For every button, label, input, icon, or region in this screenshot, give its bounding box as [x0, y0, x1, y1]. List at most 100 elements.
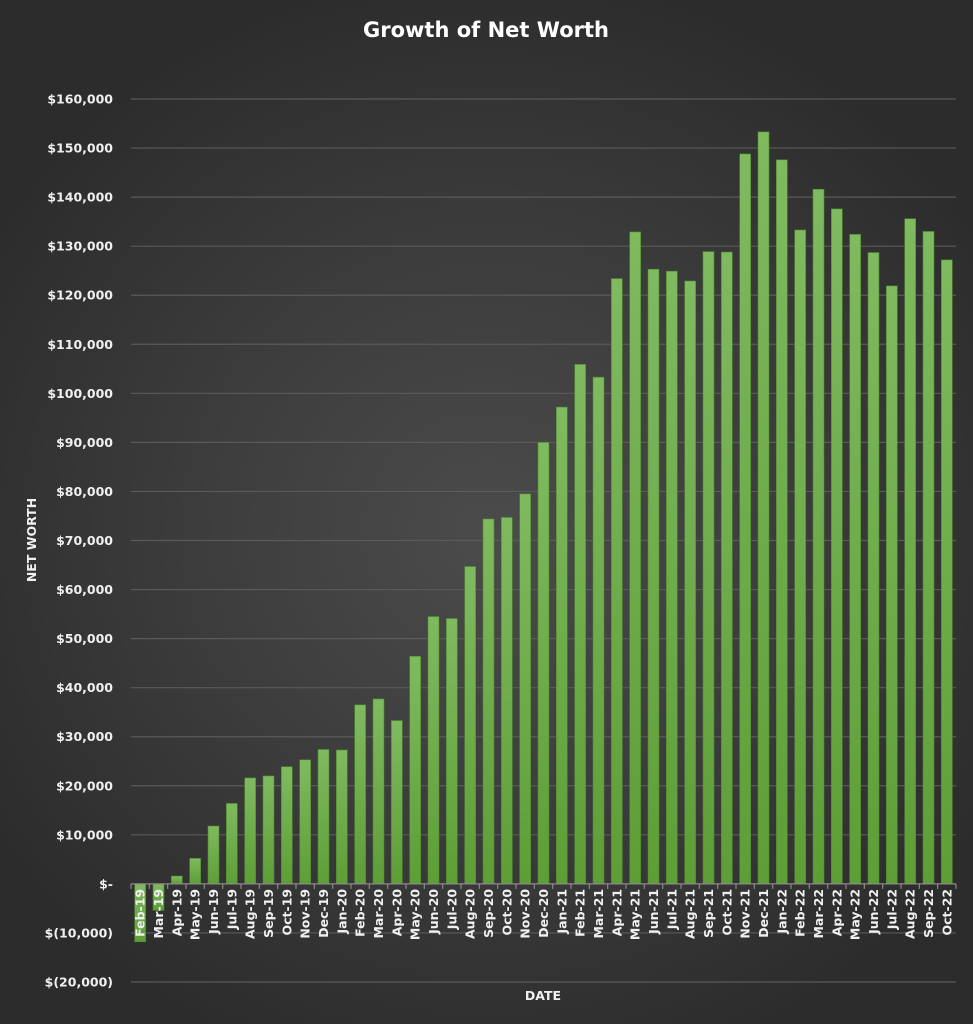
x-tick-label: Jul-22 — [884, 889, 899, 930]
bar-jan-20 — [336, 749, 348, 885]
x-tick-label: Dec-19 — [316, 889, 331, 938]
x-tick-label: Jan-20 — [334, 889, 349, 935]
bar-aug-22 — [904, 218, 916, 885]
bar-jun-22 — [867, 252, 880, 885]
bar-jan-21 — [556, 406, 568, 885]
y-tick-label: $20,000 — [56, 778, 113, 793]
x-tick-label: Apr-19 — [169, 889, 184, 936]
x-axis-title: DATE — [525, 988, 561, 1003]
bar-jan-22 — [776, 159, 788, 885]
x-tick-label: Apr-22 — [829, 889, 844, 936]
y-tick-label: $100,000 — [47, 386, 113, 401]
bar-jun-21 — [647, 268, 660, 885]
x-tick-label: Mar-20 — [371, 889, 386, 939]
x-tick-label: Mar-21 — [591, 889, 606, 939]
y-tick-label: $(10,000) — [45, 925, 113, 940]
bar-may-21 — [629, 231, 641, 885]
bar-oct-20 — [501, 517, 513, 885]
chart-title: Growth of Net Worth — [363, 18, 609, 42]
x-tick-label: May-19 — [188, 889, 203, 940]
y-tick-label: $60,000 — [56, 582, 113, 597]
y-tick-label: $120,000 — [47, 288, 113, 303]
y-axis-tick-labels: $(20,000) $(10,000) $- $10,000 $20,000 $30,00… — [45, 92, 114, 990]
x-tick-label: Mar-22 — [811, 889, 826, 939]
x-tick-label: Jan-21 — [554, 889, 569, 935]
x-tick-label: Jul-20 — [444, 889, 459, 931]
x-tick-label: Jul-19 — [224, 889, 239, 930]
x-tick-label: Jun-21 — [646, 889, 661, 935]
bar-sep-22 — [922, 231, 935, 885]
x-tick-label: Oct-22 — [939, 889, 954, 936]
x-tick-label: Jul-21 — [664, 889, 679, 930]
bar-feb-21 — [574, 364, 586, 885]
bar-nov-21 — [739, 153, 751, 885]
bar-aug-20 — [464, 566, 476, 885]
x-tick-label: Apr-20 — [389, 889, 404, 937]
y-tick-label: $50,000 — [56, 631, 113, 646]
bar-jul-19 — [226, 803, 238, 885]
bar-sep-20 — [482, 518, 495, 885]
y-tick-label: $70,000 — [56, 533, 113, 548]
bar-may-20 — [409, 655, 421, 885]
x-tick-label: Nov-20 — [518, 889, 533, 939]
bars — [134, 131, 953, 943]
x-tick-label: Feb-20 — [353, 889, 368, 937]
x-axis — [130, 883, 957, 889]
y-tick-label: $90,000 — [56, 435, 113, 450]
y-tick-label: $(20,000) — [45, 975, 113, 990]
bar-sep-21 — [702, 251, 715, 885]
x-tick-label: Oct-19 — [279, 889, 294, 936]
y-tick-label: $- — [99, 876, 113, 891]
x-tick-label: Jun-22 — [866, 889, 881, 935]
x-tick-label: Aug-22 — [903, 889, 918, 939]
bar-nov-20 — [519, 493, 531, 885]
bar-dec-21 — [757, 131, 770, 885]
bar-jun-19 — [207, 825, 220, 885]
x-tick-label: Oct-20 — [499, 889, 514, 936]
x-tick-label: Aug-21 — [683, 889, 698, 939]
x-tick-label: May-21 — [628, 889, 643, 940]
bar-may-19 — [189, 858, 201, 885]
x-tick-label: Feb-22 — [793, 889, 808, 937]
x-tick-label: Dec-21 — [756, 889, 771, 938]
bar-nov-19 — [299, 759, 311, 885]
bar-aug-19 — [244, 777, 256, 885]
bar-jul-22 — [886, 285, 898, 885]
bar-apr-20 — [391, 720, 403, 885]
y-tick-label: $150,000 — [47, 141, 113, 156]
bar-feb-22 — [794, 229, 806, 885]
y-tick-label: $40,000 — [56, 680, 113, 695]
x-tick-label: Jun-20 — [426, 889, 441, 935]
bar-sep-19 — [262, 775, 275, 885]
bar-oct-21 — [721, 251, 733, 885]
x-tick-label: Sep-20 — [481, 889, 496, 938]
x-tick-label: Aug-20 — [463, 889, 478, 939]
x-tick-label: Feb-21 — [573, 889, 588, 937]
bar-dec-20 — [537, 442, 550, 885]
x-tick-label: May-22 — [848, 889, 863, 940]
x-tick-label: Sep-21 — [701, 889, 716, 938]
x-tick-label: Dec-20 — [536, 889, 551, 938]
x-tick-label: Sep-19 — [261, 889, 276, 938]
x-axis-tick-labels: Feb-19 Mar-19 Apr-19 May-19 Jun-19 Jul-19 Aug-… — [133, 889, 955, 941]
bar-mar-22 — [812, 188, 825, 885]
bar-oct-22 — [941, 259, 953, 885]
bar-mar-20 — [372, 698, 385, 885]
y-tick-label: $160,000 — [47, 92, 113, 107]
bar-jul-21 — [666, 270, 678, 885]
bar-may-22 — [849, 234, 861, 885]
y-tick-label: $30,000 — [56, 729, 113, 744]
bar-dec-19 — [317, 749, 330, 885]
y-tick-label: $80,000 — [56, 484, 113, 499]
x-tick-label: Jun-19 — [206, 889, 221, 935]
y-axis-title: NET WORTH — [24, 498, 39, 582]
x-tick-label: Nov-19 — [298, 889, 313, 939]
x-tick-label: Jan-22 — [774, 889, 789, 935]
y-tick-label: $10,000 — [56, 827, 113, 842]
bar-mar-21 — [592, 376, 605, 885]
x-tick-label: May-20 — [408, 889, 423, 941]
bar-aug-21 — [684, 280, 696, 885]
x-tick-label: Oct-21 — [719, 889, 734, 936]
y-tick-label: $130,000 — [47, 239, 113, 254]
